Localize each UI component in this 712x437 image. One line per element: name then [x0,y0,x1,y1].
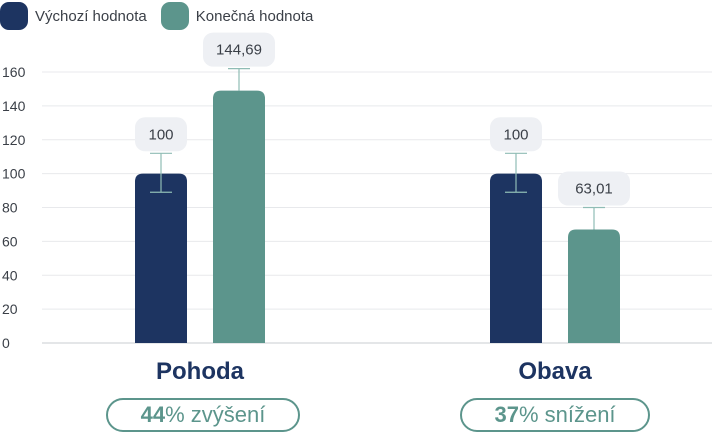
bar-final-pohoda [213,90,265,343]
bar-initial-pohoda [135,173,187,343]
legend-label-final: Konečná hodnota [195,7,314,25]
legend-swatch-final [160,2,189,30]
y-tick-label-80: 80 [2,200,18,216]
legend: Výchozí hodnota Konečná hodnota [0,0,327,32]
legend-item-initial: Výchozí hodnota [0,2,147,30]
y-tick-label-60: 60 [2,233,18,249]
value-label-0-1: 100 [503,126,528,143]
y-tick-label-20: 20 [2,301,18,317]
legend-item-final: Konečná hodnota [160,2,314,30]
bar-initial-obava [490,173,542,343]
change-text-obava: % snížení [518,402,616,427]
value-label-bg-0-1 [490,117,542,152]
value-label-0-0: 100 [148,126,173,143]
y-tick-label-160: 160 [2,64,26,80]
y-tick-label-40: 40 [2,267,18,283]
change-percent-pohoda: 44 [140,402,166,427]
change-text-pohoda: % zvýšení [165,402,266,427]
value-label-1-1: 63,01 [575,181,613,198]
category-label-pohoda: Pohoda [156,358,244,385]
change-badge-obava: 37% snížení [460,398,650,432]
value-label-bg-1-1 [558,171,630,206]
y-tick-label-0: 0 [2,335,10,351]
change-percent-obava: 37 [494,402,519,427]
legend-swatch-initial [0,2,28,30]
category-label-obava: Obava [518,358,592,385]
value-label-bg-1-0 [203,32,275,67]
legend-label-initial: Výchozí hodnota [35,7,147,25]
value-label-bg-0-0 [135,117,187,152]
change-badge-pohoda: 44% zvýšení [106,398,300,432]
y-tick-label-100: 100 [2,166,26,182]
y-tick-label-140: 140 [2,98,26,114]
bar-final-obava [568,229,620,343]
value-label-1-0: 144,69 [216,42,262,59]
y-tick-label-120: 120 [2,132,26,148]
